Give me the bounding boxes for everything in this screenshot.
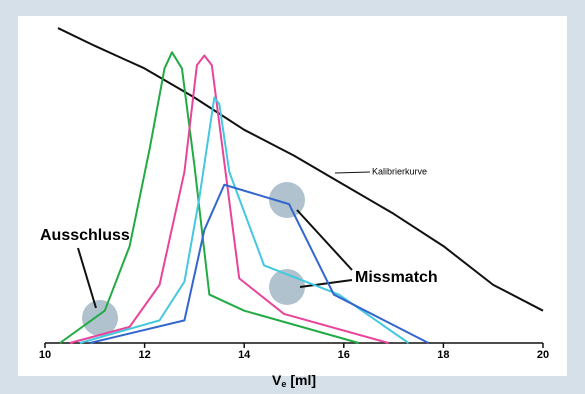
x-tick-label: 12 [138,349,150,361]
x-tick-label: 18 [437,349,449,361]
x-axis-label: Ve [ml] [272,372,316,390]
highlight-circle [269,182,305,218]
leader-line [296,209,353,271]
leader-line [299,279,353,288]
x-tick-label: 10 [39,349,51,361]
series-line [79,96,410,344]
highlight-circle [82,300,118,336]
x-tick-label: 20 [537,349,549,361]
series-line [59,51,360,344]
series-line [89,183,429,344]
leader-line [334,171,371,174]
leader-line [77,247,97,309]
x-tick-label: 16 [338,349,350,361]
series-line [57,27,544,312]
curve-label: Kalibrierkurve [372,166,427,176]
annotation: Missmatch [355,269,438,286]
x-tick-label: 14 [238,349,251,361]
series-line [69,54,389,344]
annotation: Ausschluss [40,227,130,244]
